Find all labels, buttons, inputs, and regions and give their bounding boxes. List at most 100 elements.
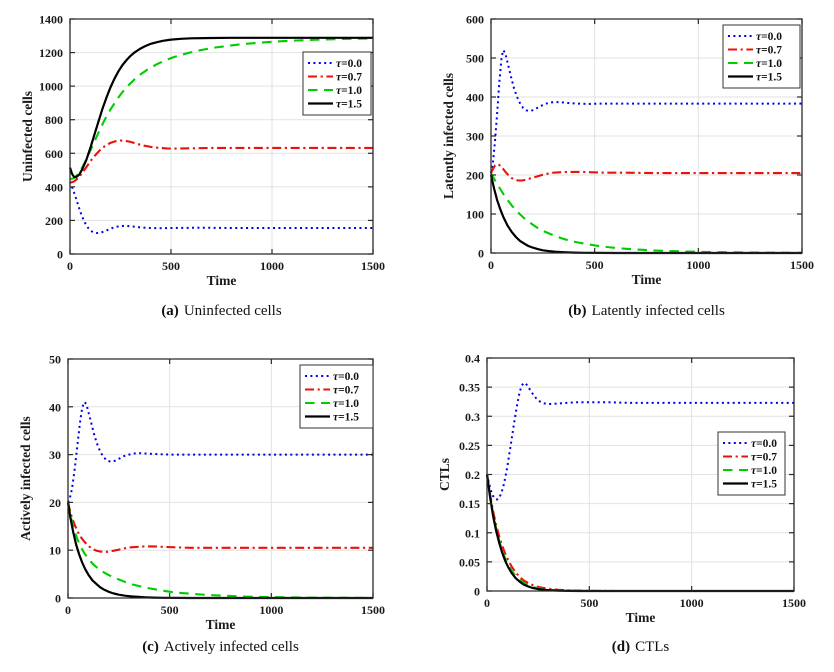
y-tick-label: 400 [466, 91, 484, 105]
y-tick-label: 10 [49, 544, 61, 558]
legend-label-c-0: τ=0.0 [333, 371, 359, 383]
legend-label-d-3: τ=1.5 [751, 479, 777, 491]
series-c-2 [66, 502, 374, 599]
y-tick-label: 0.1 [465, 526, 480, 540]
ylabel-d: CTLs [437, 458, 452, 491]
series-d-0 [486, 382, 794, 501]
grid-a [70, 19, 373, 254]
y-tick-label: 600 [45, 147, 63, 161]
y-tick-label: 800 [45, 113, 63, 127]
legend-label-a-0: τ=0.0 [336, 58, 362, 70]
caption-a-prefix: (a) [161, 303, 179, 319]
y-tick-label: 400 [45, 180, 63, 194]
x-tick-label: 1500 [361, 603, 385, 617]
x-tick-label: 0 [65, 603, 71, 617]
ticks-b: 0 500 1000 1500 0 100 200 300 400 500 600 [466, 13, 814, 273]
x-tick-label: 1000 [680, 596, 704, 610]
caption-c-text: Actively infected cells [163, 639, 299, 655]
xlabel-a: Time [207, 273, 237, 288]
ylabel-c: Actively infected cells [18, 416, 33, 540]
series-b-0 [490, 49, 802, 174]
series-b-1 [490, 163, 802, 182]
ticks-a: 0 500 1000 1500 0 200 400 600 800 1000 1200 1400 [39, 13, 385, 274]
y-tick-label: 100 [466, 208, 484, 222]
ticks-c: 0 500 1000 1500 0 10 20 30 40 50 [49, 353, 385, 618]
panel-a: 0 500 1000 1500 0 200 400 600 800 1000 1200 1400 Tim… [0, 0, 417, 336]
caption-c-prefix: (c) [142, 639, 159, 655]
x-tick-label: 500 [580, 596, 598, 610]
y-tick-label: 1000 [39, 80, 63, 94]
legend-label-b-0: τ=0.0 [756, 31, 782, 43]
y-tick-label: 600 [466, 13, 484, 27]
legend-label-b-2: τ=1.0 [756, 58, 782, 70]
chart-d-canvas: 0 500 1000 1500 0 0.05 0.1 0.15 0.2 0.25 0.3 0.35 0.… [437, 352, 806, 626]
xlabel-b: Time [632, 272, 662, 287]
panel-b: 0 500 1000 1500 0 100 200 300 400 500 600 Time Laten… [417, 0, 834, 336]
xlabel-d: Time [626, 610, 656, 625]
chart-c-canvas: 0 500 1000 1500 0 10 20 30 40 50 Time Actively infe… [18, 353, 385, 633]
caption-a-text: Uninfected cells [183, 303, 282, 319]
legend-a: τ=0.0 τ=0.7τ=1.0 τ=1.5 [302, 51, 372, 116]
y-tick-label: 1400 [39, 13, 63, 27]
legend-label-c-2: τ=1.0 [333, 398, 359, 410]
y-tick-label: 0.3 [465, 410, 480, 424]
x-tick-label: 500 [586, 258, 604, 272]
series-b-2 [490, 172, 803, 254]
y-tick-label: 0 [478, 247, 484, 261]
panel-c: 0 500 1000 1500 0 10 20 30 40 50 Time Actively infe… [0, 336, 417, 672]
y-tick-label: 500 [466, 52, 484, 66]
y-tick-label: 0.4 [465, 352, 480, 366]
y-tick-label: 200 [466, 169, 484, 183]
y-tick-label: 200 [45, 214, 63, 228]
y-tick-label: 0 [57, 248, 63, 262]
series-c-1 [66, 502, 373, 554]
caption-b-text: Latently infected cells [591, 303, 725, 319]
legend-label-d-0: τ=0.0 [751, 438, 777, 450]
legend-label-c-1: τ=0.7 [333, 385, 359, 397]
chart-b-canvas: 0 500 1000 1500 0 100 200 300 400 500 600 Time Laten… [441, 13, 814, 288]
caption-b: (b) Latently infected cells [417, 303, 834, 320]
x-tick-label: 0 [484, 596, 490, 610]
caption-d-prefix: (d) [611, 639, 631, 655]
x-tick-label: 500 [161, 603, 179, 617]
y-tick-label: 0.05 [459, 555, 480, 569]
y-tick-label: 50 [49, 353, 61, 367]
x-tick-label: 1500 [361, 259, 385, 273]
legend-label-a-3: τ=1.5 [336, 99, 362, 111]
legend-label-d-2: τ=1.0 [751, 465, 777, 477]
legend-label-b-1: τ=0.7 [756, 45, 782, 57]
caption-d: (d) CTLs [417, 639, 834, 656]
legend-d: τ=0.0 τ=0.7τ=1.0 τ=1.5 [717, 431, 786, 496]
y-tick-label: 0.25 [459, 439, 480, 453]
series-c-0 [67, 401, 373, 503]
ticks-d: 0 500 1000 1500 0 0.05 0.1 0.15 0.2 0.25 0.3 0.35 0.… [459, 352, 806, 611]
xlabel-c: Time [206, 617, 236, 632]
legend-c: τ=0.0 τ=0.7τ=1.0 τ=1.5 [299, 364, 374, 429]
caption-a: (a) Uninfected cells [0, 303, 417, 320]
grid-b [491, 19, 802, 253]
chart-a-canvas: 0 500 1000 1500 0 200 400 600 800 1000 1200 1400 Tim… [20, 13, 385, 289]
y-tick-label: 40 [49, 400, 61, 414]
legend-label-b-3: τ=1.5 [756, 72, 782, 84]
legend-b: τ=0.0 τ=0.7τ=1.0 τ=1.5 [722, 24, 801, 89]
x-tick-label: 1500 [782, 596, 806, 610]
x-tick-label: 1000 [686, 258, 710, 272]
legend-label-d-1: τ=0.7 [751, 452, 777, 464]
y-tick-label: 1200 [39, 46, 63, 60]
x-tick-label: 1000 [260, 259, 284, 273]
y-tick-label: 0 [55, 592, 61, 606]
y-tick-label: 0.35 [459, 381, 480, 395]
x-tick-label: 0 [488, 258, 494, 272]
series-a-3 [68, 36, 373, 179]
y-tick-label: 0 [474, 585, 480, 599]
x-tick-label: 1000 [259, 603, 283, 617]
series-a-0 [69, 181, 373, 234]
y-tick-label: 30 [49, 448, 61, 462]
y-tick-label: 0.2 [465, 468, 480, 482]
series-group-a [68, 36, 374, 234]
panel-d: 0 500 1000 1500 0 0.05 0.1 0.15 0.2 0.25 0.3 0.35 0.… [417, 336, 834, 672]
y-tick-label: 300 [466, 130, 484, 144]
caption-b-prefix: (b) [568, 303, 587, 319]
legend-label-c-3: τ=1.5 [333, 412, 359, 424]
